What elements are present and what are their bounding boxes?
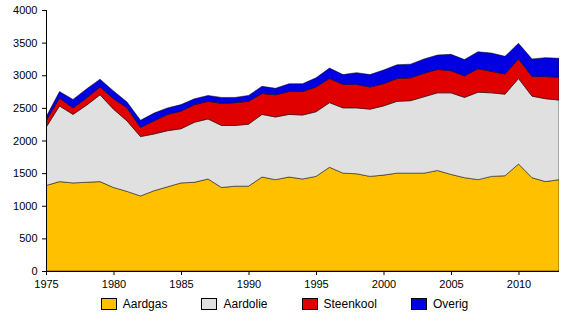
svg-text:2000: 2000 xyxy=(13,135,37,147)
svg-text:1990: 1990 xyxy=(237,278,261,290)
svg-text:2500: 2500 xyxy=(13,102,37,114)
html-text:Aardgas: Aardgas xyxy=(122,297,168,311)
svg-text:3500: 3500 xyxy=(13,37,37,49)
svg-text:1000: 1000 xyxy=(13,200,37,212)
svg-text:2005: 2005 xyxy=(439,278,463,290)
svg-text:2000: 2000 xyxy=(372,278,396,290)
svg-text:1995: 1995 xyxy=(304,278,328,290)
svg-text:1985: 1985 xyxy=(169,278,193,290)
html-text:Overig: Overig xyxy=(432,297,469,311)
svg-text:1975: 1975 xyxy=(34,278,58,290)
svg-text:500: 500 xyxy=(19,232,37,244)
svg-text:2010: 2010 xyxy=(507,278,531,290)
svg-text:1500: 1500 xyxy=(13,167,37,179)
svg-text:0: 0 xyxy=(31,265,37,277)
html-text:Steenkool: Steenkool xyxy=(323,297,377,311)
svg-text:1980: 1980 xyxy=(102,278,126,290)
svg-text:4000: 4000 xyxy=(13,4,37,16)
html-text:Aardolie: Aardolie xyxy=(223,297,268,311)
svg-text:3000: 3000 xyxy=(13,69,37,81)
